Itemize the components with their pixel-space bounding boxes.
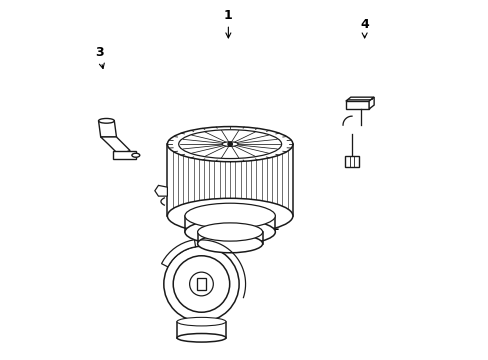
Polygon shape <box>161 240 195 267</box>
Polygon shape <box>99 121 116 137</box>
Polygon shape <box>101 137 130 154</box>
Ellipse shape <box>184 203 275 229</box>
Ellipse shape <box>177 318 225 326</box>
Text: 4: 4 <box>360 18 368 38</box>
Ellipse shape <box>132 153 140 157</box>
Polygon shape <box>368 97 373 109</box>
Polygon shape <box>345 97 373 101</box>
Text: 2: 2 <box>254 220 279 249</box>
Text: 1: 1 <box>224 9 232 38</box>
Ellipse shape <box>99 118 114 123</box>
Circle shape <box>173 256 229 312</box>
Circle shape <box>163 246 239 321</box>
Ellipse shape <box>184 219 275 245</box>
Circle shape <box>227 142 232 146</box>
Circle shape <box>189 272 213 296</box>
Ellipse shape <box>167 198 292 233</box>
Bar <box>197 278 205 290</box>
Ellipse shape <box>197 235 262 253</box>
Ellipse shape <box>167 127 292 162</box>
Polygon shape <box>155 185 167 196</box>
Polygon shape <box>113 151 136 159</box>
Ellipse shape <box>177 333 225 342</box>
Text: 3: 3 <box>95 46 104 68</box>
Bar <box>345 156 358 167</box>
Ellipse shape <box>197 223 262 241</box>
Ellipse shape <box>178 130 281 158</box>
Ellipse shape <box>222 142 238 147</box>
Polygon shape <box>345 101 368 109</box>
